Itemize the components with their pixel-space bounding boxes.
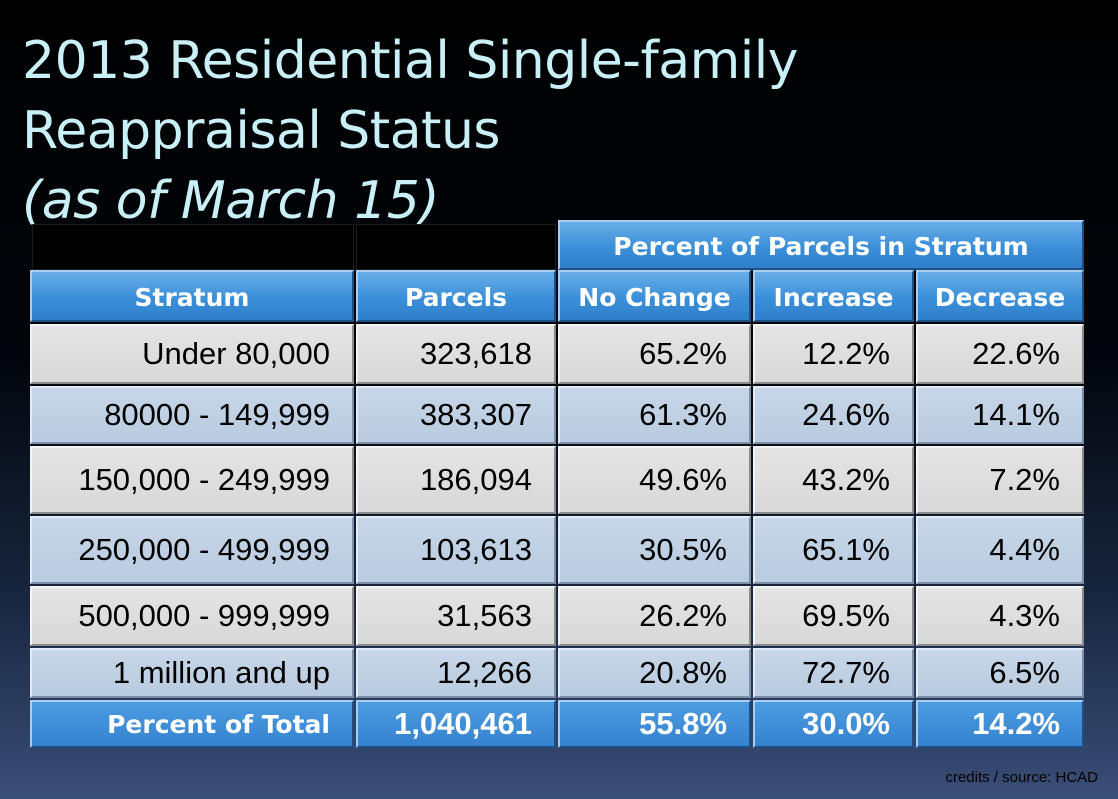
table-cell-parcels: 323,618 <box>356 324 556 384</box>
table-cell-parcels: 12,266 <box>356 648 556 698</box>
table-cell-stratum: 80000 - 149,999 <box>30 386 354 444</box>
title-line-1: 2013 Residential Single-family <box>22 31 798 91</box>
table-cell-stratum: 1 million and up <box>30 648 354 698</box>
table-cell-decrease: 22.6% <box>916 324 1084 384</box>
title-subtitle: (as of March 15) <box>22 171 440 231</box>
table-cell-stratum: Under 80,000 <box>30 324 354 384</box>
slide-title: 2013 Residential Single-family Reapprais… <box>22 26 798 236</box>
group-header: Percent of Parcels in Stratum <box>558 220 1084 270</box>
table-cell-increase: 72.7% <box>753 648 914 698</box>
table-cell-parcels: 186,094 <box>356 446 556 514</box>
table-cell-parcels: 103,613 <box>356 516 556 584</box>
col-header-parcels: Parcels <box>356 270 556 322</box>
total-label: Percent of Total <box>30 700 354 748</box>
total-no-change: 55.8% <box>558 700 751 748</box>
table-cell-decrease: 4.3% <box>916 586 1084 646</box>
table-cell-no-change: 65.2% <box>558 324 751 384</box>
col-header-no-change: No Change <box>558 270 751 322</box>
table-cell-no-change: 20.8% <box>558 648 751 698</box>
credits-source: credits / source: HCAD <box>945 769 1098 786</box>
blank-header-stratum <box>32 224 354 270</box>
table-cell-parcels: 383,307 <box>356 386 556 444</box>
table-cell-parcels: 31,563 <box>356 586 556 646</box>
table-cell-no-change: 30.5% <box>558 516 751 584</box>
col-header-decrease: Decrease <box>916 270 1084 322</box>
table-cell-no-change: 61.3% <box>558 386 751 444</box>
table-cell-increase: 24.6% <box>753 386 914 444</box>
table-cell-decrease: 6.5% <box>916 648 1084 698</box>
total-increase: 30.0% <box>753 700 914 748</box>
total-decrease: 14.2% <box>916 700 1084 748</box>
table-cell-no-change: 49.6% <box>558 446 751 514</box>
table-cell-increase: 65.1% <box>753 516 914 584</box>
table-cell-no-change: 26.2% <box>558 586 751 646</box>
blank-header-parcels <box>356 224 556 270</box>
table-cell-stratum: 150,000 - 249,999 <box>30 446 354 514</box>
table-cell-increase: 43.2% <box>753 446 914 514</box>
col-header-increase: Increase <box>753 270 914 322</box>
table-cell-increase: 12.2% <box>753 324 914 384</box>
col-header-stratum: Stratum <box>30 270 354 322</box>
table-cell-increase: 69.5% <box>753 586 914 646</box>
title-line-2: Reappraisal Status <box>22 101 500 161</box>
table-cell-decrease: 14.1% <box>916 386 1084 444</box>
total-parcels: 1,040,461 <box>356 700 556 748</box>
table-cell-stratum: 250,000 - 499,999 <box>30 516 354 584</box>
table-cell-stratum: 500,000 - 999,999 <box>30 586 354 646</box>
table-cell-decrease: 4.4% <box>916 516 1084 584</box>
table-cell-decrease: 7.2% <box>916 446 1084 514</box>
